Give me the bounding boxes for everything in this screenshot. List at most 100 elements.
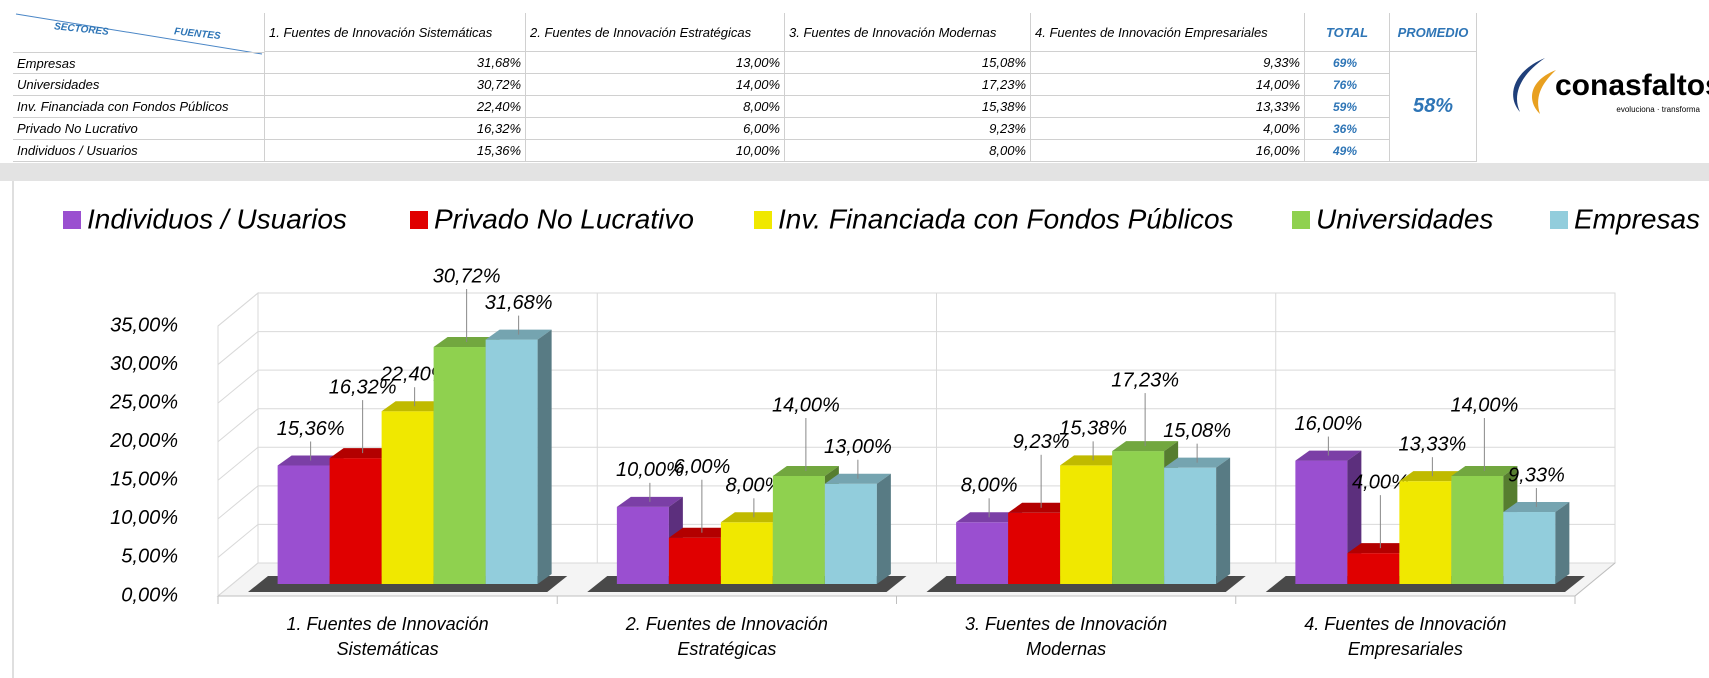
y-tick-label: 30,00% [110,353,178,375]
data-label: 13,33% [1398,433,1466,455]
logo-name: conasfaltos [1555,69,1709,102]
bar-side [876,473,891,584]
corner-diagonal [15,13,263,55]
data-label: 14,00% [772,394,840,416]
data-label: 16,32% [329,376,397,398]
cell-value: 8,00% [785,140,1031,162]
legend-label: Individuos / Usuarios [87,203,347,234]
y-tick-label: 15,00% [110,469,178,491]
cell-value: 22,40% [264,96,526,118]
row-label: Individuos / Usuarios [13,140,264,162]
grid-line-side [217,292,259,327]
bar-side [537,329,552,584]
data-label: 13,00% [824,436,892,458]
bar [1503,512,1556,584]
y-tick-label: 5,00% [121,546,178,568]
bar [1060,465,1113,584]
row-total: 36% [1305,118,1390,140]
grid-line-side [217,369,259,404]
grid-line-side [217,446,259,481]
row-label: Inv. Financiada con Fondos Públicos [13,96,264,118]
legend-swatch [410,211,428,229]
data-label: 30,72% [433,265,501,287]
legend-swatch [1550,211,1568,229]
data-label: 4,00% [1352,471,1409,493]
x-tick-label: 4. Fuentes de Innovación Empresariales [1304,614,1507,659]
y-tick-label: 0,00% [121,584,178,606]
cell-value: 16,00% [1031,140,1305,162]
cell-value: 8,00% [526,96,785,118]
column-header: 1. Fuentes de Innovación Sistemáticas [264,13,526,52]
cell-value: 16,32% [264,118,526,140]
bar [720,522,773,584]
data-label: 15,08% [1163,420,1231,442]
column-header: 3. Fuentes de Innovación Modernas [785,13,1031,52]
column-header: 4. Fuentes de Innovación Empresariales [1031,13,1305,52]
grid-line-side [217,562,259,597]
data-label: 9,33% [1508,464,1565,486]
bar [772,476,825,584]
bar [956,522,1009,584]
cell-value: 14,00% [1031,74,1305,96]
data-label: 8,00% [961,475,1018,497]
data-label: 15,36% [277,418,345,440]
data-label: 9,23% [1013,431,1070,453]
x-tick-label: 2. Fuentes de Innovación Estratégicas [625,614,828,659]
data-label: 6,00% [674,456,731,478]
bar [1112,451,1165,584]
x-axis-end [1574,562,1616,597]
data-label: 22,40% [380,363,449,385]
cell-value: 14,00% [526,74,785,96]
bar [1347,553,1400,584]
cell-value: 15,36% [264,140,526,162]
bar [668,537,721,584]
row-label: Universidades [13,74,264,96]
logo-tagline: evoluciona · transforma [1616,105,1700,114]
cell-value: 13,00% [526,52,785,74]
cell-value: 9,33% [1031,52,1305,74]
row-label: Empresas [13,52,264,74]
cell-value: 13,33% [1031,96,1305,118]
legend-swatch [63,211,81,229]
legend-swatch [1292,211,1310,229]
data-label: 16,00% [1294,413,1362,435]
cell-value: 10,00% [526,140,785,162]
logo-mark [1513,58,1556,114]
grid-line-side [217,485,259,520]
grid-line-side [217,331,259,365]
column-header: PROMEDIO [1390,13,1477,52]
data-label: 14,00% [1450,394,1518,416]
bar-side [1216,457,1231,584]
cell-value: 4,00% [1031,118,1305,140]
legend-label: Inv. Financiada con Fondos Públicos [778,203,1234,234]
legend-label: Universidades [1316,203,1493,234]
bar [1451,476,1504,584]
bar [824,483,877,584]
cell-value: 30,72% [264,74,526,96]
bar [277,465,330,584]
legend-label: Privado No Lucrativo [434,203,694,234]
data-label: 17,23% [1111,369,1179,391]
bar [1399,481,1452,584]
cell-value: 9,23% [785,118,1031,140]
spreadsheet-band [0,163,1709,181]
bar [1164,467,1217,584]
cell-value: 15,38% [785,96,1031,118]
data-label: 10,00% [616,459,684,481]
data-label: 31,68% [485,292,553,314]
row-total: 59% [1305,96,1390,118]
row-label: Privado No Lucrativo [13,118,264,140]
grid-line-side [217,524,259,558]
row-total: 69% [1305,52,1390,74]
average: 58% [1390,52,1477,162]
data-label: 8,00% [726,475,783,497]
cell-value: 6,00% [526,118,785,140]
data-label: 15,38% [1059,418,1127,440]
y-tick-label: 20,00% [109,430,178,452]
bar-side [1555,502,1570,584]
cell-value: 15,08% [785,52,1031,74]
x-tick-label: 3. Fuentes de Innovación Modernas [965,614,1168,659]
bar [381,411,434,584]
